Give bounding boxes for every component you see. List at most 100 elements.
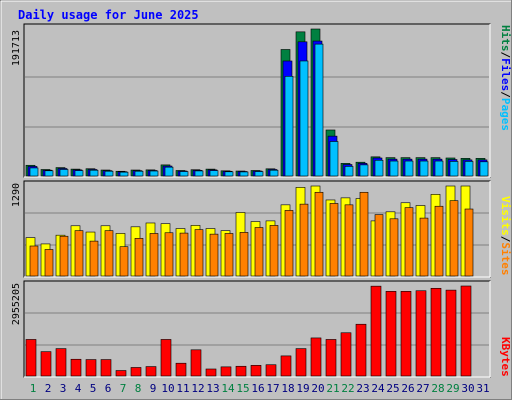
day-label-2: 2 <box>45 382 52 395</box>
day-label-13: 13 <box>206 382 219 395</box>
sites-bar-day-14 <box>224 233 234 277</box>
legend-files: Files <box>499 58 512 91</box>
visits-max-label: 1290 <box>11 183 22 207</box>
sites-bar-day-4 <box>74 230 84 277</box>
sites-bar-day-6 <box>104 230 114 277</box>
day-label-10: 10 <box>161 382 174 395</box>
kbytes-bar-day-26 <box>400 291 412 377</box>
day-label-30: 30 <box>461 382 474 395</box>
panel-hits-border <box>23 23 491 178</box>
kbytes-bar-day-1 <box>25 339 37 377</box>
pages-bar-day-12 <box>194 170 204 177</box>
kbytes-bar-day-14 <box>220 366 232 377</box>
day-label-1: 1 <box>30 382 37 395</box>
legend-sep-2: / <box>499 91 512 98</box>
pages-bar-day-16 <box>254 171 264 177</box>
pages-bar-day-21 <box>329 141 339 177</box>
pages-bar-day-10 <box>164 166 174 177</box>
kbytes-bar-day-18 <box>280 355 292 377</box>
kbytes-bar-day-24 <box>370 285 382 377</box>
kbytes-bar-day-21 <box>325 339 337 377</box>
pages-bar-day-15 <box>239 171 249 177</box>
pages-bar-day-22 <box>344 166 354 177</box>
kbytes-bar-day-27 <box>415 290 427 377</box>
sites-bar-day-15 <box>239 232 249 277</box>
kbytes-bar-day-15 <box>235 365 247 377</box>
kbytes-bar-day-13 <box>205 368 217 377</box>
kbytes-bar-day-22 <box>340 332 352 377</box>
kbytes-bar-day-6 <box>100 359 112 377</box>
sites-bar-day-19 <box>299 203 309 277</box>
panel-hits <box>23 23 491 178</box>
day-label-11: 11 <box>176 382 189 395</box>
pages-bar-day-11 <box>179 171 189 177</box>
pages-bar-day-13 <box>209 170 219 177</box>
day-label-25: 25 <box>386 382 399 395</box>
sites-bar-day-17 <box>269 225 279 277</box>
chart-title: Daily usage for June 2025 <box>18 8 199 22</box>
pages-bar-day-25 <box>389 160 399 177</box>
sites-bar-day-13 <box>209 233 219 277</box>
sites-bar-day-5 <box>89 240 99 277</box>
day-label-31: 31 <box>476 382 489 395</box>
sites-bar-day-27 <box>419 217 429 277</box>
pages-bar-day-29 <box>449 161 459 177</box>
day-label-12: 12 <box>191 382 204 395</box>
pages-bar-day-31 <box>479 161 489 177</box>
kbytes-bar-day-10 <box>160 339 172 377</box>
day-label-5: 5 <box>90 382 97 395</box>
sites-bar-day-1 <box>29 245 39 277</box>
pages-bar-day-3 <box>59 169 69 177</box>
day-label-18: 18 <box>281 382 294 395</box>
pages-bar-day-14 <box>224 171 234 177</box>
sites-bar-day-8 <box>134 238 144 277</box>
day-label-7: 7 <box>120 382 127 395</box>
kbytes-bar-day-8 <box>130 367 142 377</box>
sites-bar-day-3 <box>59 235 69 277</box>
bars-kbytes-panel <box>25 285 472 377</box>
pages-bar-day-23 <box>359 164 369 177</box>
day-label-14: 14 <box>221 382 235 395</box>
kbytes-bar-day-16 <box>250 365 262 377</box>
day-label-24: 24 <box>371 382 385 395</box>
legend-top: Hits/Files/Pages <box>499 25 512 131</box>
pages-bar-day-4 <box>74 170 84 177</box>
kbytes-bar-day-7 <box>115 370 127 377</box>
kbytes-bar-day-3 <box>55 348 67 377</box>
sites-bar-day-12 <box>194 229 204 277</box>
pages-bar-day-17 <box>269 169 279 177</box>
day-label-6: 6 <box>105 382 112 395</box>
x-axis-day-labels: 1 2 3 4 5 6 7 8 9 10 11 12 13 14 15 16 17 18 19 20 21 22 23 24 2… <box>30 382 490 395</box>
pages-bar-day-6 <box>104 170 114 177</box>
legend-mid: Visits/Sites <box>499 196 512 276</box>
day-label-29: 29 <box>446 382 459 395</box>
sites-bar-day-28 <box>434 205 444 277</box>
kbytes-bar-day-23 <box>355 323 367 377</box>
sites-bar-day-29 <box>449 200 459 277</box>
sites-bar-day-21 <box>329 203 339 277</box>
legend-hits: Pages <box>499 98 512 131</box>
sites-bar-day-30 <box>464 208 474 277</box>
sites-bar-day-22 <box>344 204 354 277</box>
day-label-8: 8 <box>135 382 142 395</box>
sites-bar-day-10 <box>164 232 174 277</box>
sites-bar-day-2 <box>44 249 54 277</box>
kbytes-bar-day-5 <box>85 359 97 377</box>
kbytes-bar-day-30 <box>460 285 472 377</box>
day-label-27: 27 <box>416 382 429 395</box>
kbytes-bar-day-4 <box>70 358 82 377</box>
kbytes-bar-day-9 <box>145 366 157 377</box>
pages-bar-day-5 <box>89 169 99 177</box>
legend-pages: Hits <box>499 25 512 52</box>
sites-bar-day-24 <box>374 214 384 277</box>
pages-bar-day-8 <box>134 170 144 177</box>
pages-bar-day-20 <box>314 43 324 177</box>
sites-bar-day-20 <box>314 191 324 277</box>
pages-bar-day-1 <box>29 167 39 177</box>
kbytes-bar-day-12 <box>190 349 202 377</box>
day-label-26: 26 <box>401 382 414 395</box>
sites-bar-day-9 <box>149 233 159 277</box>
day-label-28: 28 <box>431 382 444 395</box>
